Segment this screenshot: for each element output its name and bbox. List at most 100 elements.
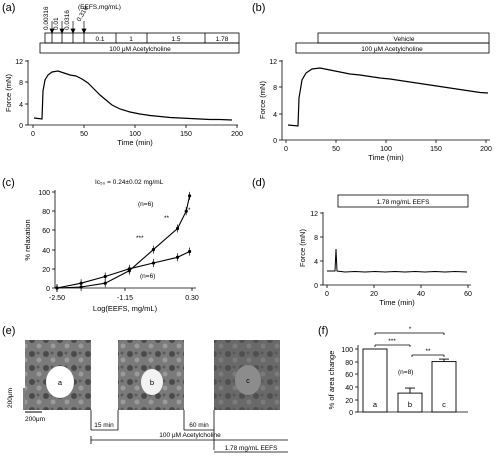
panel-b-ach-box [295,42,490,54]
panel-d-eefs-box [337,194,469,208]
d-ytick-12: 12 [310,211,318,218]
micrograph-b-label: b [150,378,154,387]
panel-a-conc-title: (EEFS,mg/mL) [78,4,121,11]
panel-a-conc-boxes [44,32,240,44]
b-ytick-12: 12 [269,59,277,66]
c-ytick-80: 80 [42,209,50,216]
d-xlabel: Time (min) [379,298,415,307]
dose-label-3: 0.0316 [64,10,71,30]
c-series-2-point [103,274,107,279]
f-ytick-80: 80 [345,360,353,367]
micrograph-a-label: a [58,378,63,387]
f-sig-ab: *** [388,338,396,345]
f-ytick-20: 20 [345,398,353,405]
panel-a-ach-box [39,42,240,54]
a-xtick-150: 150 [180,131,192,138]
f-bar-label-c: c [442,400,446,409]
panel-d-label: (d) [252,177,265,189]
panel-b-ach-label: 100 μM Acetylcholine [361,46,423,53]
b-ylabel: Force (mN) [258,81,267,119]
d-xtick-20: 20 [370,291,378,298]
c-sig-3: *** [136,235,144,242]
c-series-1-line [56,195,191,289]
a-ytick-12: 12 [15,59,23,66]
c-xlabel: Log(EEFS, mg/mL) [93,304,158,313]
c-series-2-point [55,286,59,290]
panel-a-ach-label: 100 μM Acetylcholine [109,46,171,53]
b-xtick-50: 50 [332,146,340,153]
d-ytick-8: 8 [314,235,318,242]
dose-label-1: 0.00316 [43,6,50,30]
a-xtick-50: 50 [80,131,88,138]
panel-e-timeline [90,410,288,453]
panel-c-label: (c) [2,177,15,189]
a-ytick-8: 8 [19,80,23,87]
f-ytick-60: 60 [345,372,353,379]
panel-a-trace [33,70,233,121]
micrograph-c-label: c [246,376,250,385]
panel-e: (e) a b c 200μm 200μm [2,325,288,453]
c-xtick-neg1-15: -1.15 [117,295,133,302]
f-ytick-0: 0 [349,410,353,417]
panel-b-vehicle-label: Vehicle [394,36,415,43]
panel-f-label: (f) [318,325,328,337]
panel-d-axes [320,212,471,288]
scale-h-label: 200μm [25,416,45,423]
lumen-c [235,365,261,395]
conc-box-1: 1 [129,36,133,43]
c-ylabel: % relaxation [23,219,32,260]
panel-b: (b) Vehicle 100 μM Acetylcholine 12 8 4 … [252,2,492,162]
f-ytick-40: 40 [345,385,353,392]
c-ytick-100: 100 [38,190,50,197]
f-bar-label-b: b [408,400,412,409]
c-ytick-60: 60 [42,228,50,235]
f-sig-ac: * [409,326,412,333]
c-xtick-neg2-50: -2.50 [49,295,65,302]
c-sig-1: * [188,207,191,214]
f-ylabel: % of area change [327,351,336,410]
lumen-b [141,369,163,395]
panel-e-eefs-label: 1.78 mg/mL EEFS [225,445,279,452]
c-series-2-point [151,261,156,265]
a-ytick-4: 4 [19,102,23,109]
panel-c: (c) Ic₅₀ = 0.24±0.02 mg/mL 100 80 60 40 … [2,177,199,313]
b-xlabel: Time (min) [368,153,404,162]
c-sig-2: ** [164,215,170,222]
gap-15-min: 15 min [94,422,114,429]
b-xtick-100: 100 [380,146,392,153]
panel-a-dose-arrows [49,21,87,34]
lumen-a [46,366,74,398]
dose-label-2: 0.01 [53,17,60,30]
c-xtick-0-30: 0.30 [185,295,199,302]
a-ytick-0: 0 [19,123,23,130]
d-xtick-0: 0 [325,291,329,298]
c-series-2-point [79,281,83,285]
c-n-upper: (n=6) [138,201,153,208]
d-ytick-4: 4 [314,259,318,266]
c-series-1-point [151,248,156,252]
d-ytick-0: 0 [314,283,318,290]
conc-box-1-78: 1.78 [216,36,229,43]
a-ylabel: Force (mN) [4,74,13,112]
d-xtick-40: 40 [417,291,425,298]
panel-b-label: (b) [252,2,265,14]
c-series-2-point [127,267,131,271]
f-bar-a [362,348,388,413]
c-series-2-point [175,255,180,259]
b-xtick-0: 0 [284,146,288,153]
c-series-1-point [187,194,192,198]
conc-box-0-1: 0.1 [95,36,104,43]
b-ytick-0: 0 [273,138,277,145]
c-ytick-40: 40 [42,248,50,255]
panel-f: (f) 100 80 60 40 20 0 % of area change (… [318,325,468,417]
panel-c-axes [52,190,196,291]
panel-e-ach-label: 100 μM Acetylcholine [159,432,221,439]
panel-d-trace [327,248,468,273]
panel-a-label: (a) [2,2,15,14]
scale-v-label: 200μm [7,388,14,408]
a-xtick-200: 200 [231,131,243,138]
a-xlabel: Time (min) [117,138,153,147]
panel-d-eefs-label: 1.78 mg/mL EEFS [377,199,431,206]
a-xtick-0: 0 [31,131,35,138]
